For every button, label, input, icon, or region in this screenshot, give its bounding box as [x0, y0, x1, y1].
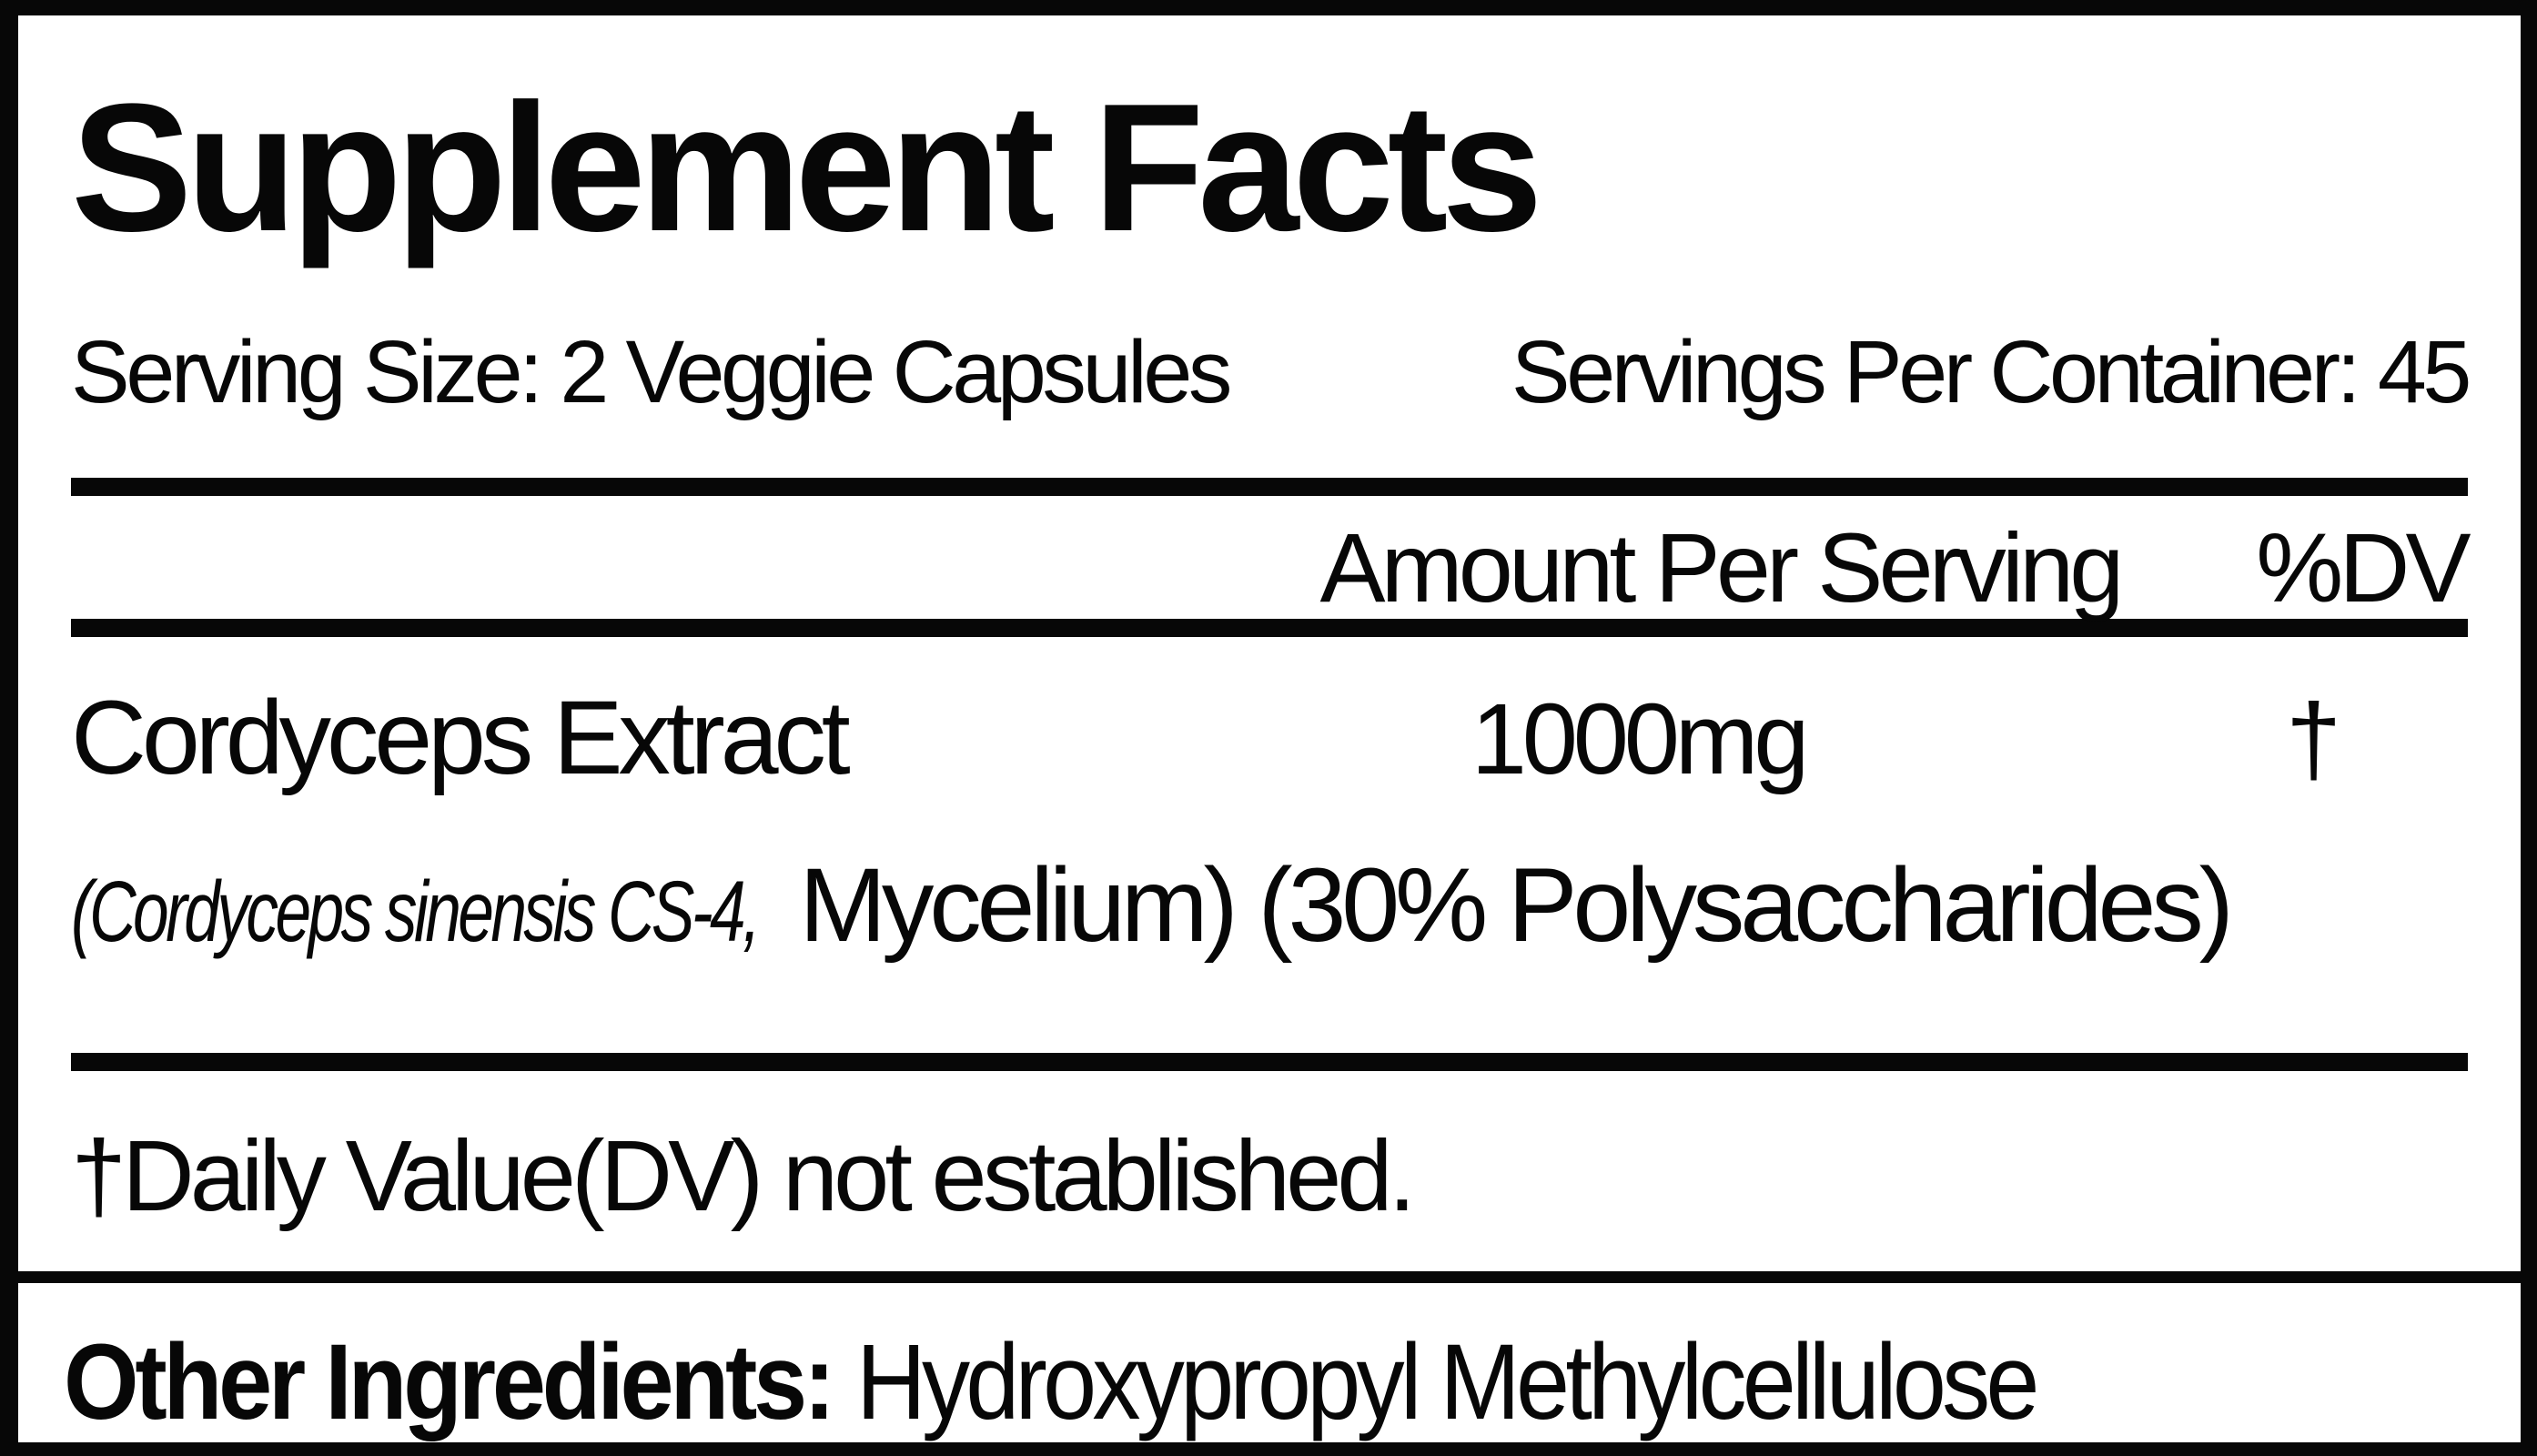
- ingredient-name: Cordyceps Extract: [71, 680, 851, 796]
- percent-dv-header: %DV: [2256, 512, 2471, 622]
- other-ingredients-row: Other Ingredients: Hydroxypropyl Methylce…: [64, 1309, 2468, 1442]
- amount-per-serving-header: Amount Per Serving: [1319, 512, 2125, 622]
- table-top-rule: [71, 478, 2468, 496]
- serving-size-text: Serving Size: 2 Veggie Capsules: [71, 322, 1232, 421]
- ingredient-detail-text: Mycelium) (30% Polysaccharides): [799, 847, 2234, 964]
- ingredient-dv-dagger: †: [2285, 683, 2341, 795]
- ingredient-detail-line: (Cordyceps sinensis CS-4, Mycelium) (30%…: [71, 837, 2468, 1006]
- facts-title: Supplement Facts: [71, 66, 1543, 269]
- header-bottom-rule: [71, 619, 2468, 637]
- ingredient-row: Cordyceps Extract 1000mg †: [71, 673, 2468, 804]
- serving-info-row: Serving Size: 2 Veggie Capsules Servings…: [71, 318, 2472, 426]
- daily-value-footnote: †Daily Value(DV) not established.: [71, 1120, 1416, 1232]
- ingredient-amount: 1000mg: [1471, 683, 1810, 795]
- other-ingredients-divider: [18, 1271, 2521, 1283]
- table-header-row: Amount Per Serving %DV: [71, 512, 2471, 622]
- servings-per-container-text: Servings Per Container: 45: [1511, 322, 2472, 421]
- ingredient-bottom-rule: [71, 1053, 2468, 1071]
- other-ingredients-content: Other Ingredients: Hydroxypropyl Methylce…: [64, 1309, 2039, 1442]
- other-ingredients-label: Other Ingredients:: [64, 1322, 835, 1442]
- botanical-name-italic: (Cordyceps sinensis CS-4,: [71, 864, 761, 960]
- other-ingredients-value: Hydroxypropyl Methylcellulose: [856, 1322, 2039, 1442]
